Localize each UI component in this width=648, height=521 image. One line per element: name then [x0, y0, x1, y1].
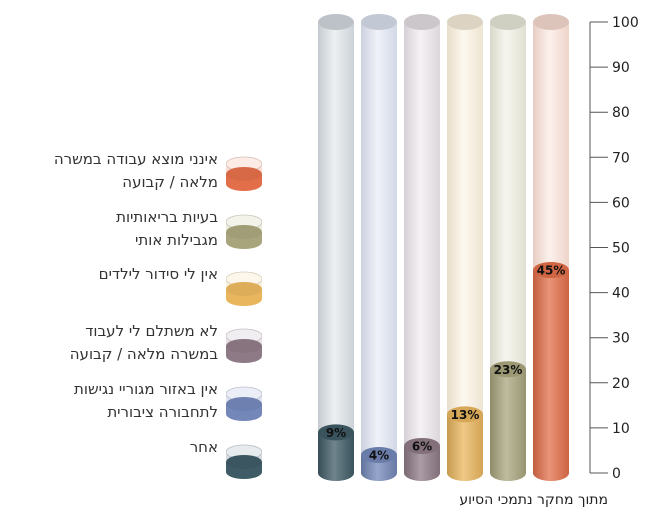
legend-swatch-icon	[226, 386, 262, 421]
bars	[318, 262, 569, 481]
bar-tracks	[318, 14, 569, 481]
data-labels: 9% 4% 6% 13% 23% 45%	[326, 264, 566, 463]
bar-track-cap	[533, 14, 569, 30]
bar-cap	[404, 437, 440, 454]
data-label: 9%	[326, 426, 346, 440]
y-tick-label: 40	[612, 286, 630, 302]
bar-track	[318, 22, 354, 481]
legend-item: אחר	[20, 436, 270, 484]
data-label: 4%	[369, 448, 389, 462]
data-label: 45%	[537, 264, 566, 278]
legend-item: אינני מוצא עבודה במשרה מלאה / קבועה	[20, 148, 270, 196]
legend-swatch-icon	[226, 214, 262, 249]
bar	[490, 369, 526, 481]
y-tick-label: 70	[612, 150, 630, 166]
data-label: 13%	[451, 408, 480, 422]
bar-cap	[490, 361, 526, 378]
legend-label: אין באזור מגוריי נגישות לתחבורה ציבורית	[74, 380, 218, 421]
bar	[533, 270, 569, 481]
bar	[404, 445, 440, 481]
bar-track	[361, 22, 397, 481]
y-tick-label: 50	[612, 241, 630, 257]
bar-track-cap	[404, 14, 440, 30]
legend-item: אין לי סידור לילדים	[20, 263, 270, 311]
y-tick-label: 100	[612, 15, 639, 31]
bar-track	[404, 22, 440, 481]
bar-track-cap	[318, 14, 354, 30]
legend-swatch-icon	[226, 271, 262, 306]
bar	[318, 432, 354, 481]
y-tick-label: 0	[612, 466, 621, 482]
bar-cap	[533, 262, 569, 279]
data-label: 23%	[494, 363, 523, 377]
bar	[447, 414, 483, 481]
bar-track-cap	[361, 14, 397, 30]
y-axis: 0 10 20 30 40 50 60 70 80 90 100	[589, 15, 639, 482]
y-tick-label: 20	[612, 376, 630, 392]
legend-item: אין באזור מגוריי נגישות לתחבורה ציבורית	[20, 378, 270, 426]
y-tick-label: 60	[612, 195, 630, 211]
source-note: מתוך מחקר נתמכי הסיוע	[459, 492, 608, 508]
y-tick-label: 80	[612, 105, 630, 121]
legend-label: אין לי סידור לילדים	[98, 265, 218, 283]
bar-cap	[361, 446, 397, 463]
legend-label: בעיות בריאותיות מגבילות אותי	[116, 208, 218, 249]
legend-item: בעיות בריאותיות מגבילות אותי	[20, 206, 270, 254]
y-tick-label: 10	[612, 421, 630, 437]
legend-item: לא משתלם לי לעבוד במשרה מלאה / קבועה	[20, 320, 270, 368]
legend-label: אינני מוצא עבודה במשרה מלאה / קבועה	[53, 150, 218, 191]
bar-cap	[447, 406, 483, 423]
legend-label: לא משתלם לי לעבוד במשרה מלאה / קבועה	[69, 322, 218, 363]
y-tick-label: 30	[612, 331, 630, 347]
bar-cap	[318, 424, 354, 441]
legend-swatch-icon	[226, 444, 262, 479]
data-label: 6%	[412, 439, 432, 453]
bar-track	[447, 22, 483, 481]
legend-swatch-icon	[226, 328, 262, 363]
legend-label: אחר	[189, 438, 218, 456]
bar-track-cap	[447, 14, 483, 30]
legend-swatch-icon	[226, 156, 262, 191]
y-tick-label: 90	[612, 60, 630, 76]
bar-track-cap	[490, 14, 526, 30]
